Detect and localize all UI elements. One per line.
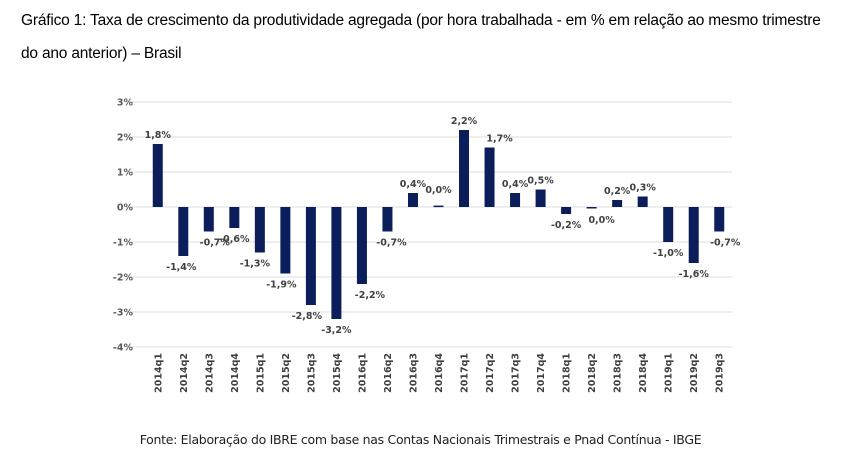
- y-tick-label: -4%: [113, 343, 134, 354]
- x-tick-label: 2015q2: [281, 353, 292, 393]
- bar-2017q2: [484, 147, 495, 207]
- bar-2015q1: [254, 207, 265, 253]
- data-label: 0,3%: [629, 183, 656, 194]
- data-labels: 1,8%-1,4%-0,7%-0,6%-1,3%-1,9%-2,8%-3,2%-…: [145, 116, 741, 336]
- data-label: -1,4%: [166, 262, 197, 273]
- data-label: 1,7%: [486, 134, 513, 145]
- x-tick-label: 2017q1: [460, 353, 471, 393]
- data-label: 0,2%: [604, 186, 631, 197]
- x-tick-label: 2014q4: [230, 353, 241, 393]
- bar-2019q2: [688, 207, 699, 263]
- y-axis-ticks: 3% 2% 1% 0% -1% -2% -3% -4%: [113, 98, 134, 354]
- y-tick-label: 0%: [117, 203, 134, 214]
- x-tick-label: 2014q3: [204, 353, 215, 393]
- bar-2014q3: [203, 207, 214, 232]
- chart-title: Gráfico 1: Taxa de crescimento da produt…: [21, 12, 821, 62]
- bar-2017q1: [459, 130, 470, 207]
- data-label: 0,4%: [502, 179, 529, 190]
- x-tick-label: 2014q2: [179, 353, 190, 393]
- bar-2014q2: [178, 207, 189, 256]
- data-label: -0,7%: [200, 238, 231, 249]
- bar-2018q2: [586, 207, 597, 209]
- y-tick-label: -1%: [113, 238, 134, 249]
- bar-2019q1: [663, 207, 674, 242]
- data-label: 0,0%: [425, 185, 452, 196]
- bar-2018q3: [612, 200, 623, 207]
- x-tick-label: 2017q2: [485, 353, 496, 393]
- bar-2015q2: [280, 207, 291, 274]
- x-tick-label: 2014q1: [153, 353, 164, 393]
- data-label: -0,7%: [710, 238, 741, 249]
- y-tick-label: -3%: [113, 308, 134, 319]
- data-label: 0,5%: [527, 176, 554, 187]
- x-tick-label: 2017q4: [536, 353, 547, 393]
- data-label: -1,9%: [266, 280, 297, 291]
- bar-2014q4: [229, 207, 240, 228]
- y-tick-label: 3%: [117, 98, 134, 109]
- bar-2017q4: [535, 189, 546, 207]
- x-tick-label: 2017q3: [511, 353, 522, 393]
- x-tick-label: 2015q3: [306, 353, 317, 393]
- data-label: -0,6%: [219, 234, 250, 245]
- y-tick-label: 2%: [117, 133, 134, 144]
- data-label: -2,2%: [355, 290, 386, 301]
- data-label: -0,2%: [551, 220, 582, 231]
- x-tick-label: 2018q2: [587, 353, 598, 393]
- bar-2016q2: [382, 207, 393, 232]
- bar-2017q3: [510, 193, 521, 207]
- bar-2018q1: [561, 207, 572, 214]
- data-label: 0,4%: [400, 179, 427, 190]
- y-tick-label: -2%: [113, 273, 134, 284]
- source-note: Fonte: Elaboração do IBRE com base nas C…: [139, 432, 702, 447]
- x-tick-label: 2015q1: [255, 353, 266, 393]
- x-tick-label: 2019q1: [664, 353, 675, 393]
- x-tick-label: 2018q4: [638, 353, 649, 393]
- x-tick-label: 2016q1: [357, 353, 368, 393]
- data-label: 0,0%: [588, 215, 615, 226]
- bar-2019q3: [714, 207, 725, 232]
- x-tick-label: 2018q3: [613, 353, 624, 393]
- bar-2016q1: [356, 207, 367, 284]
- bar-2015q4: [331, 207, 342, 319]
- data-label: -1,3%: [240, 259, 271, 270]
- data-label: -1,0%: [653, 248, 684, 259]
- x-tick-label: 2016q3: [408, 353, 419, 393]
- data-label: 1,8%: [145, 130, 172, 141]
- y-tick-label: 1%: [117, 168, 134, 179]
- gridlines: [125, 101, 732, 348]
- data-label: 2,2%: [451, 116, 478, 127]
- bar-2018q4: [637, 196, 648, 207]
- x-tick-label: 2016q2: [383, 353, 394, 393]
- data-label: -0,7%: [376, 238, 407, 249]
- data-label: -3,2%: [321, 325, 352, 336]
- x-tick-label: 2019q3: [715, 353, 726, 393]
- bar-2016q3: [407, 193, 418, 207]
- bar-2015q3: [305, 207, 316, 305]
- x-tick-label: 2019q2: [689, 353, 700, 393]
- x-tick-label: 2016q4: [434, 353, 445, 393]
- x-axis-ticks: 2014q1 2014q2 2014q3 2014q4 2015q1 2015q2 2015…: [153, 353, 725, 393]
- data-label: -2,8%: [292, 311, 323, 322]
- bar-2016q4: [433, 205, 444, 208]
- data-label: -1,6%: [679, 269, 710, 280]
- bars: [152, 130, 725, 319]
- x-tick-label: 2018q1: [562, 353, 573, 393]
- bar-2014q1: [152, 144, 163, 207]
- x-tick-label: 2015q4: [332, 353, 343, 393]
